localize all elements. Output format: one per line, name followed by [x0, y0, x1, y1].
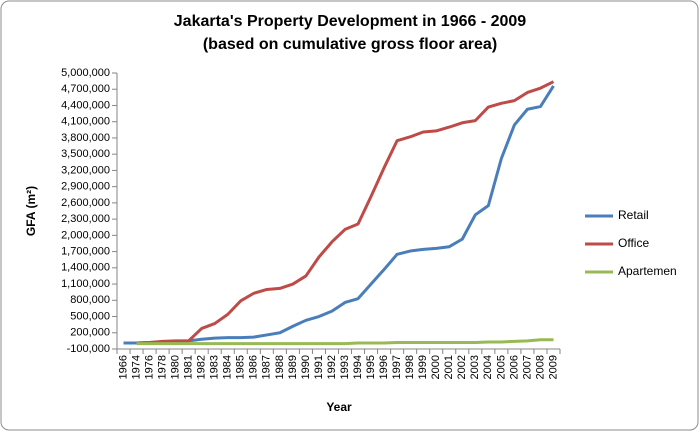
y-tick-label: 800,000 [70, 294, 110, 306]
x-tick-label: 1991 [313, 355, 325, 379]
x-tick-label: 1985 [235, 355, 247, 379]
series-line [136, 80, 555, 345]
x-tick-label: 2004 [482, 355, 494, 379]
y-tick-label: 4,400,000 [61, 99, 110, 111]
legend-label: Office [618, 236, 649, 250]
legend-label: Retail [618, 208, 649, 222]
chart-title: Jakarta's Property Development in 1966 -… [174, 13, 527, 30]
x-tick-label: 2007 [521, 355, 533, 379]
x-tick-label: 1988 [274, 355, 286, 379]
y-tick-label: 4,100,000 [61, 116, 110, 128]
y-tick-label: 4,700,000 [61, 83, 110, 95]
x-tick-label: 1997 [391, 355, 403, 379]
y-tick-label: 5,000,000 [61, 67, 110, 79]
x-tick-label: 2009 [547, 355, 559, 379]
y-tick-label: 2,000,000 [61, 229, 110, 241]
x-tick-label: 1994 [352, 355, 364, 379]
x-tick-label: 1989 [287, 355, 299, 379]
y-tick-label: 2,900,000 [61, 181, 110, 193]
y-tick-label: 1,700,000 [61, 245, 110, 257]
y-tick-label: 3,200,000 [61, 164, 110, 176]
x-tick-label: 2006 [508, 355, 520, 379]
y-tick-label: 3,800,000 [61, 132, 110, 144]
x-tick-label: 1986 [248, 355, 260, 379]
x-tick-label: 1978 [157, 355, 169, 379]
y-tick-label: 2,600,000 [61, 197, 110, 209]
x-tick-label: 1981 [183, 355, 195, 379]
x-tick-label: 1982 [196, 355, 208, 379]
y-axis-title: GFA (m²) [24, 186, 38, 236]
x-tick-label: 1983 [209, 355, 221, 379]
chart-subtitle: (based on cumulative gross floor area) [203, 36, 497, 53]
series-line [123, 85, 555, 345]
y-tick-label: 2,300,000 [61, 213, 110, 225]
x-axis-title: Year [326, 400, 352, 414]
x-tick-label: 1999 [417, 355, 429, 379]
y-tick-label: 1,400,000 [61, 262, 110, 274]
x-tick-label: 1984 [222, 355, 234, 379]
y-tick-label: 1,100,000 [61, 278, 110, 290]
x-tick-label: 1980 [170, 355, 182, 379]
x-tick-label: 2003 [469, 355, 481, 379]
x-tick-label: 1996 [378, 355, 390, 379]
x-tick-label: 1974 [130, 355, 142, 379]
series-line [136, 338, 554, 346]
y-tick-label: 3,500,000 [61, 148, 110, 160]
x-tick-label: 1998 [404, 355, 416, 379]
legend-label: Apartemen [618, 264, 677, 278]
x-tick-label: 2001 [443, 355, 455, 379]
x-tick-label: 1995 [365, 355, 377, 379]
x-tick-label: 2005 [495, 355, 507, 379]
x-tick-label: 1987 [261, 355, 273, 379]
x-tick-label: 1976 [143, 355, 155, 379]
x-tick-label: 2002 [456, 355, 468, 379]
x-tick-label: 1990 [300, 355, 312, 379]
x-tick-label: 2008 [534, 355, 546, 379]
y-tick-label: 200,000 [70, 327, 110, 339]
x-tick-label: 1992 [326, 355, 338, 379]
x-tick-label: 1966 [117, 355, 129, 379]
y-tick-label: -100,000 [67, 343, 110, 355]
x-tick-label: 1993 [339, 355, 351, 379]
y-tick-label: 500,000 [70, 310, 110, 322]
x-tick-label: 2000 [430, 355, 442, 379]
